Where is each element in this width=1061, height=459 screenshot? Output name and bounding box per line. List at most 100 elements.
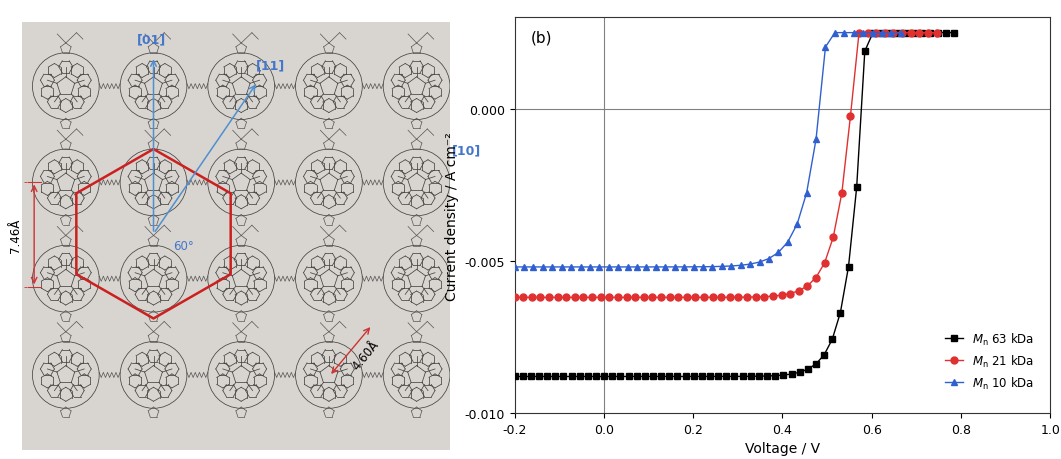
$M_\mathrm{n}$ 21 kDa	[912, 31, 925, 36]
$M_\mathrm{n}$ 21 kDa	[818, 261, 831, 266]
$M_\mathrm{n}$ 10 kDa	[527, 264, 540, 270]
$M_\mathrm{n}$ 21 kDa	[663, 295, 676, 301]
$M_\mathrm{n}$ 63 kDa	[614, 374, 627, 380]
$M_\mathrm{n}$ 21 kDa	[758, 294, 770, 300]
X-axis label: Voltage / V: Voltage / V	[745, 441, 820, 455]
$M_\mathrm{n}$ 21 kDa	[594, 295, 607, 301]
$M_\mathrm{n}$ 21 kDa	[646, 295, 659, 301]
$M_\mathrm{n}$ 10 kDa	[706, 264, 718, 270]
$M_\mathrm{n}$ 10 kDa	[537, 264, 550, 270]
$M_\mathrm{n}$ 63 kDa	[590, 374, 603, 380]
$M_\mathrm{n}$ 10 kDa	[593, 264, 606, 270]
$M_\mathrm{n}$ 10 kDa	[857, 31, 870, 36]
$M_\mathrm{n}$ 10 kDa	[688, 264, 700, 270]
$M_\mathrm{n}$ 10 kDa	[659, 264, 672, 270]
$M_\mathrm{n}$ 10 kDa	[546, 264, 559, 270]
$M_\mathrm{n}$ 21 kDa	[534, 295, 546, 301]
$M_\mathrm{n}$ 21 kDa	[517, 295, 529, 301]
$M_\mathrm{n}$ 10 kDa	[678, 264, 691, 270]
$M_\mathrm{n}$ 21 kDa	[525, 295, 538, 301]
Text: [11]: [11]	[256, 59, 285, 72]
$M_\mathrm{n}$ 10 kDa	[810, 137, 822, 143]
$M_\mathrm{n}$ 21 kDa	[603, 295, 615, 301]
Text: 4.60Å: 4.60Å	[350, 338, 382, 372]
$M_\mathrm{n}$ 21 kDa	[508, 295, 521, 301]
$M_\mathrm{n}$ 21 kDa	[895, 31, 908, 36]
$M_\mathrm{n}$ 10 kDa	[612, 264, 625, 270]
$M_\mathrm{n}$ 21 kDa	[810, 275, 822, 280]
$M_\mathrm{n}$ 21 kDa	[879, 31, 891, 36]
$M_\mathrm{n}$ 10 kDa	[574, 264, 587, 270]
$M_\mathrm{n}$ 21 kDa	[611, 295, 624, 301]
$M_\mathrm{n}$ 63 kDa	[907, 31, 920, 36]
$M_\mathrm{n}$ 21 kDa	[930, 31, 943, 36]
$M_\mathrm{n}$ 21 kDa	[749, 295, 762, 300]
$M_\mathrm{n}$ 10 kDa	[894, 31, 907, 36]
$M_\mathrm{n}$ 21 kDa	[698, 295, 711, 301]
$M_\mathrm{n}$ 10 kDa	[866, 31, 879, 36]
$M_\mathrm{n}$ 21 kDa	[680, 295, 693, 301]
$M_\mathrm{n}$ 21 kDa	[577, 295, 590, 301]
$M_\mathrm{n}$ 63 kDa	[508, 374, 521, 380]
$M_\mathrm{n}$ 21 kDa	[784, 291, 797, 297]
$M_\mathrm{n}$ 10 kDa	[508, 264, 521, 270]
$M_\mathrm{n}$ 21 kDa	[776, 293, 788, 298]
$M_\mathrm{n}$ 21 kDa	[621, 295, 633, 301]
Text: [10]: [10]	[452, 145, 482, 157]
$M_\mathrm{n}$ 21 kDa	[801, 284, 814, 289]
$M_\mathrm{n}$ 21 kDa	[724, 295, 736, 300]
$M_\mathrm{n}$ 21 kDa	[862, 31, 874, 36]
$M_\mathrm{n}$ 21 kDa	[793, 288, 805, 294]
$M_\mathrm{n}$ 21 kDa	[689, 295, 701, 301]
$M_\mathrm{n}$ 21 kDa	[629, 295, 642, 301]
$M_\mathrm{n}$ 21 kDa	[887, 31, 900, 36]
$M_\mathrm{n}$ 10 kDa	[829, 31, 841, 36]
$M_\mathrm{n}$ 21 kDa	[715, 295, 728, 301]
$M_\mathrm{n}$ 63 kDa	[940, 31, 953, 36]
$M_\mathrm{n}$ 10 kDa	[630, 264, 643, 270]
$M_\mathrm{n}$ 21 kDa	[638, 295, 650, 301]
$M_\mathrm{n}$ 10 kDa	[848, 31, 860, 36]
$M_\mathrm{n}$ 10 kDa	[763, 256, 776, 262]
$M_\mathrm{n}$ 21 kDa	[552, 295, 564, 301]
$M_\mathrm{n}$ 21 kDa	[560, 295, 573, 301]
$M_\mathrm{n}$ 10 kDa	[697, 264, 710, 270]
$M_\mathrm{n}$ 21 kDa	[707, 295, 719, 301]
$M_\mathrm{n}$ 10 kDa	[564, 264, 577, 270]
$M_\mathrm{n}$ 10 kDa	[744, 262, 756, 267]
Line: $M_\mathrm{n}$ 63 kDa: $M_\mathrm{n}$ 63 kDa	[511, 30, 958, 380]
$M_\mathrm{n}$ 21 kDa	[853, 31, 866, 36]
$M_\mathrm{n}$ 21 kDa	[827, 235, 839, 241]
$M_\mathrm{n}$ 21 kDa	[655, 295, 667, 301]
$M_\mathrm{n}$ 21 kDa	[870, 31, 883, 36]
$M_\mathrm{n}$ 21 kDa	[922, 31, 935, 36]
$M_\mathrm{n}$ 10 kDa	[603, 264, 615, 270]
$M_\mathrm{n}$ 10 kDa	[518, 264, 530, 270]
$M_\mathrm{n}$ 63 kDa	[867, 31, 880, 36]
$M_\mathrm{n}$ 21 kDa	[542, 295, 555, 301]
$M_\mathrm{n}$ 63 kDa	[557, 374, 570, 380]
$M_\mathrm{n}$ 10 kDa	[790, 222, 803, 227]
Text: [01]: [01]	[137, 34, 166, 46]
Line: $M_\mathrm{n}$ 10 kDa: $M_\mathrm{n}$ 10 kDa	[511, 30, 904, 271]
Line: $M_\mathrm{n}$ 21 kDa: $M_\mathrm{n}$ 21 kDa	[511, 30, 940, 301]
$M_\mathrm{n}$ 10 kDa	[875, 31, 888, 36]
$M_\mathrm{n}$ 21 kDa	[904, 31, 917, 36]
$M_\mathrm{n}$ 10 kDa	[819, 45, 832, 50]
$M_\mathrm{n}$ 21 kDa	[732, 295, 745, 300]
$M_\mathrm{n}$ 10 kDa	[622, 264, 634, 270]
$M_\mathrm{n}$ 21 kDa	[845, 114, 857, 120]
$M_\mathrm{n}$ 10 kDa	[753, 260, 766, 265]
$M_\mathrm{n}$ 10 kDa	[725, 263, 737, 269]
$M_\mathrm{n}$ 10 kDa	[649, 264, 662, 270]
$M_\mathrm{n}$ 21 kDa	[766, 294, 779, 299]
$M_\mathrm{n}$ 10 kDa	[772, 250, 785, 256]
$M_\mathrm{n}$ 21 kDa	[672, 295, 684, 301]
$M_\mathrm{n}$ 10 kDa	[885, 31, 898, 36]
$M_\mathrm{n}$ 63 kDa	[672, 374, 684, 380]
$M_\mathrm{n}$ 10 kDa	[715, 264, 728, 269]
Text: (b): (b)	[530, 30, 552, 45]
$M_\mathrm{n}$ 10 kDa	[800, 190, 813, 196]
$M_\mathrm{n}$ 10 kDa	[640, 264, 653, 270]
$M_\mathrm{n}$ 10 kDa	[668, 264, 681, 270]
